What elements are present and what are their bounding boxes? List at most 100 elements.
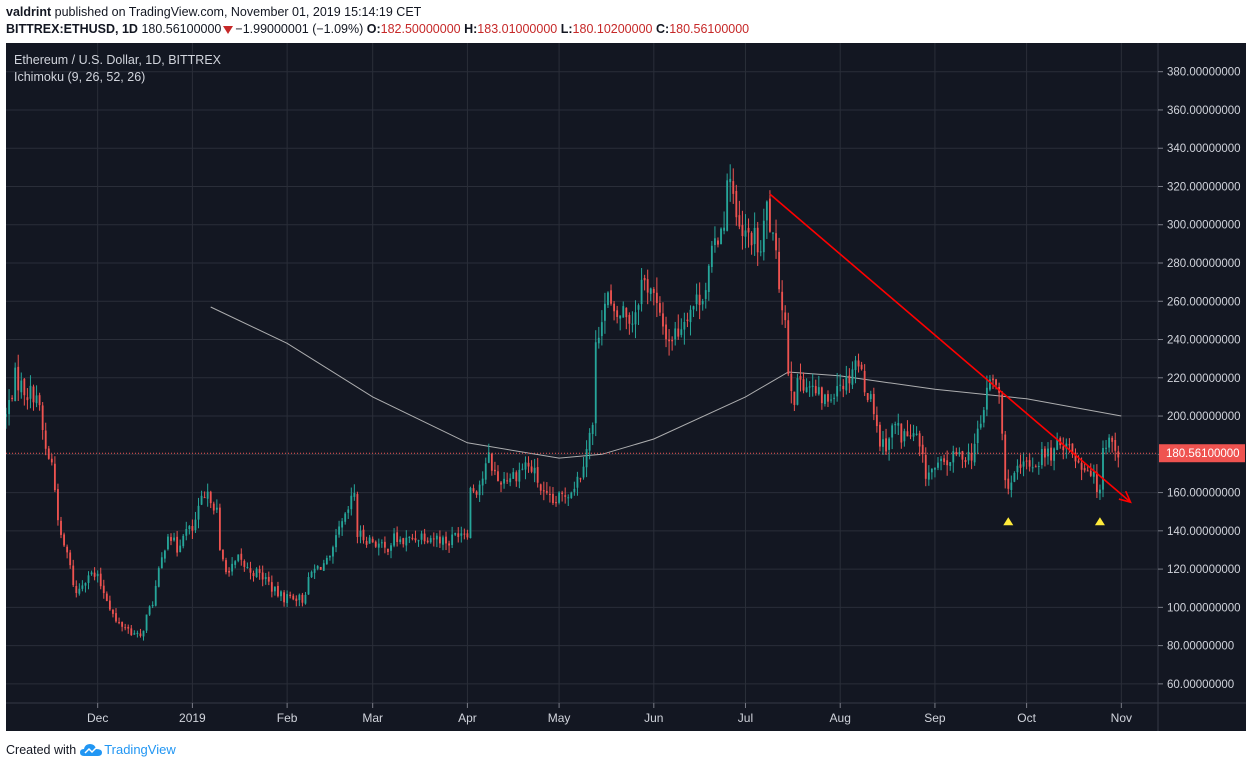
candle-body bbox=[387, 548, 389, 552]
candle-body bbox=[252, 572, 255, 577]
tradingview-logo[interactable]: TradingView bbox=[80, 742, 176, 757]
candle-body bbox=[949, 462, 952, 467]
candle-body bbox=[885, 438, 887, 452]
candle-body bbox=[1077, 460, 1080, 463]
candle-body bbox=[1053, 448, 1056, 461]
candle-body bbox=[906, 431, 909, 437]
candle-body bbox=[1105, 447, 1107, 449]
candle-body bbox=[420, 533, 423, 540]
candle-body bbox=[937, 462, 939, 468]
candle-body bbox=[1037, 465, 1040, 467]
candle-body bbox=[833, 397, 836, 399]
candle-body bbox=[787, 320, 790, 375]
downtrend-line[interactable] bbox=[769, 193, 1132, 503]
time-axis[interactable]: Dec 2019 Feb Mar Apr May Jun Jul Aug Sep Oct Nov bbox=[87, 703, 1132, 725]
candle-body bbox=[1022, 461, 1025, 467]
y-tick-label: 100.00000000 bbox=[1167, 602, 1241, 614]
open-value: 182.50000000 bbox=[380, 22, 461, 36]
candle-body bbox=[454, 533, 457, 535]
candle-body bbox=[536, 467, 539, 483]
candle-body bbox=[509, 478, 512, 483]
candle-body bbox=[940, 458, 942, 462]
y-tick-label: 320.00000000 bbox=[1167, 181, 1241, 193]
candle-body bbox=[23, 378, 26, 396]
chart-area[interactable]: 60.00000000 80.00000000 100.00000000 120.00… bbox=[6, 43, 1246, 731]
candle-body bbox=[368, 537, 371, 544]
candle-body bbox=[1074, 452, 1077, 462]
candle-body bbox=[362, 529, 365, 541]
x-tick-label: Jun bbox=[644, 711, 663, 725]
candle-body bbox=[325, 558, 328, 565]
candle-body bbox=[35, 395, 38, 404]
candle-body bbox=[619, 315, 622, 319]
candle-body bbox=[497, 471, 499, 482]
low-value: 180.10200000 bbox=[572, 22, 653, 36]
candle-body bbox=[50, 458, 53, 463]
candle-body bbox=[484, 463, 487, 480]
candle-body bbox=[173, 537, 175, 541]
close-label: C: bbox=[655, 22, 670, 36]
candle-body bbox=[182, 535, 185, 547]
candle-body bbox=[475, 491, 478, 495]
candle-body bbox=[163, 550, 166, 559]
chart-legend-title: Ethereum / U.S. Dollar, 1D, BITTREX bbox=[14, 53, 222, 67]
candle-body bbox=[585, 449, 588, 468]
candle-body bbox=[747, 227, 750, 233]
candle-body bbox=[8, 399, 10, 415]
x-tick-label: Nov bbox=[1111, 711, 1132, 725]
candle-body bbox=[744, 230, 747, 237]
candle-body bbox=[1095, 472, 1098, 493]
candle-body bbox=[958, 452, 961, 455]
y-tick-label: 120.00000000 bbox=[1167, 564, 1241, 576]
candle-body bbox=[478, 484, 481, 496]
y-tick-label: 220.00000000 bbox=[1167, 373, 1241, 385]
candle-body bbox=[145, 614, 148, 631]
candle-body bbox=[555, 502, 557, 504]
candle-body bbox=[212, 503, 215, 511]
candle-body bbox=[277, 585, 279, 597]
candle-body bbox=[93, 572, 96, 577]
author-name[interactable]: valdrint bbox=[6, 5, 52, 19]
indicator-legend: Ichimoku (9, 26, 52, 26) bbox=[14, 70, 145, 84]
trendline[interactable] bbox=[769, 193, 1132, 504]
candle-body bbox=[759, 251, 762, 253]
candle-body bbox=[970, 452, 973, 461]
candle-body bbox=[365, 540, 368, 545]
candle-body bbox=[600, 322, 603, 337]
candle-body bbox=[665, 324, 667, 340]
candle-body bbox=[527, 462, 530, 467]
candle-body bbox=[677, 328, 680, 337]
candle-body bbox=[472, 488, 475, 492]
candle-body bbox=[310, 571, 313, 578]
price-chart[interactable]: 60.00000000 80.00000000 100.00000000 120.00… bbox=[6, 43, 1246, 731]
candle-body bbox=[921, 444, 924, 455]
candle-body bbox=[1013, 472, 1016, 482]
candle-body bbox=[545, 491, 548, 493]
candle-body bbox=[845, 376, 848, 391]
candle-body bbox=[466, 533, 469, 538]
candle-body bbox=[762, 220, 765, 253]
candle-body bbox=[671, 339, 674, 342]
candle-body bbox=[955, 451, 958, 455]
candle-body bbox=[683, 321, 686, 330]
candle-body bbox=[179, 545, 182, 552]
candle-body bbox=[637, 305, 640, 310]
candle-body bbox=[918, 433, 921, 447]
candle-body bbox=[261, 572, 264, 580]
candle-body bbox=[542, 490, 545, 492]
candle-body bbox=[197, 505, 200, 520]
candle-body bbox=[888, 438, 891, 450]
candle-body bbox=[576, 476, 579, 488]
candle-body bbox=[506, 480, 509, 482]
candle-body bbox=[1117, 451, 1120, 458]
candle-body bbox=[390, 545, 392, 551]
candle-body bbox=[573, 488, 576, 492]
candle-body bbox=[445, 536, 447, 544]
candle-body bbox=[112, 609, 114, 614]
tradingview-brand: TradingView bbox=[104, 742, 176, 757]
candle-body bbox=[680, 329, 683, 335]
candle-body bbox=[411, 537, 414, 540]
candle-body bbox=[237, 554, 240, 561]
candle-body bbox=[628, 314, 631, 324]
candle-body bbox=[533, 467, 536, 474]
